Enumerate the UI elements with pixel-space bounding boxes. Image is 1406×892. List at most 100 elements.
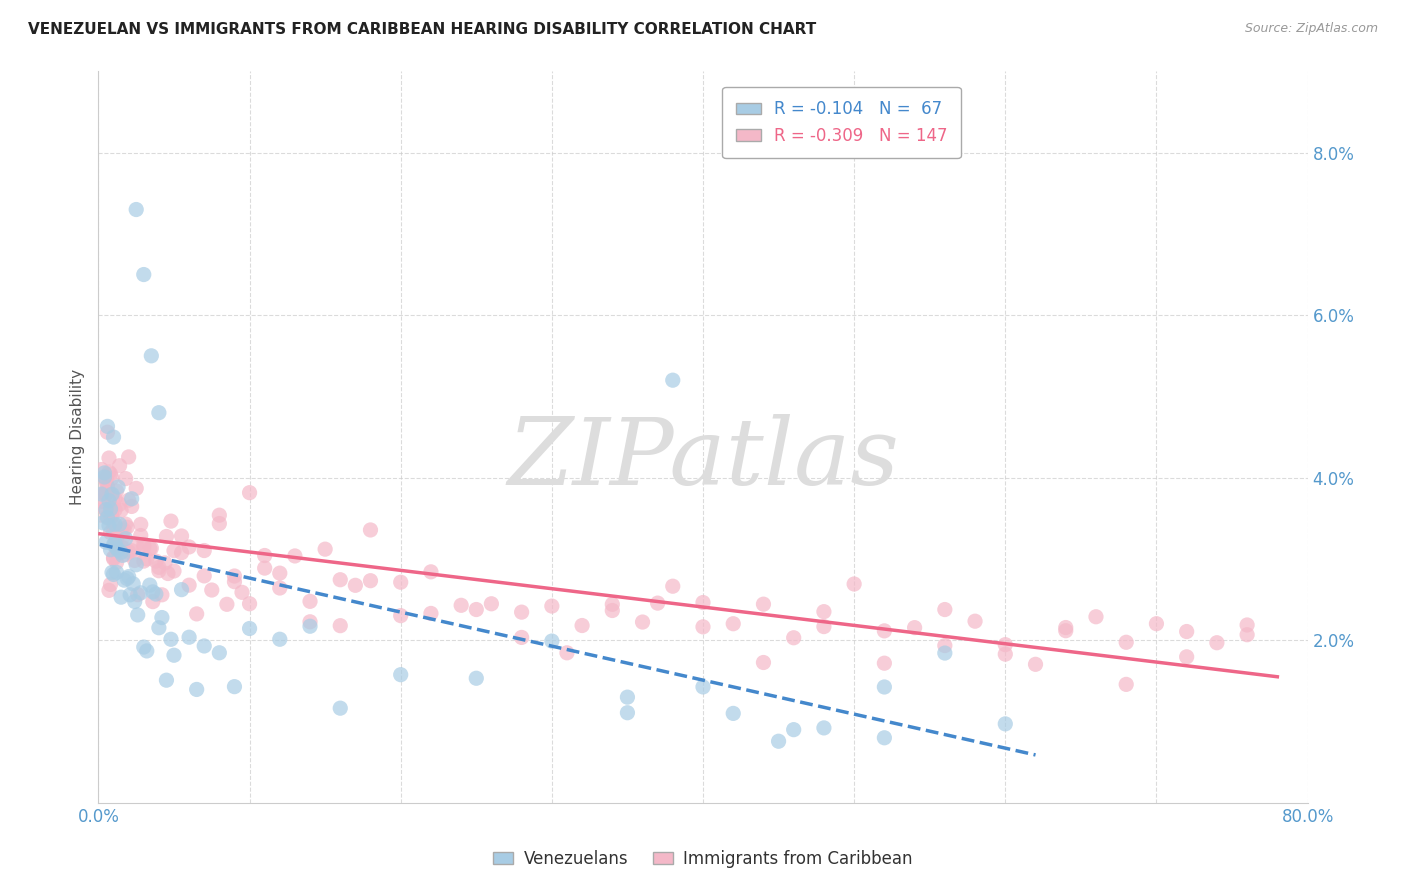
Point [179, 540, 201, 554]
Point [156, 566, 179, 581]
Point [103, 519, 125, 533]
Point [90, 462, 112, 476]
Point [98, 583, 121, 598]
Point [105, 532, 128, 546]
Point [100, 467, 122, 481]
Point [129, 517, 152, 532]
Point [121, 500, 143, 514]
Point [239, 485, 262, 500]
Point [108, 497, 131, 511]
Point [450, 599, 472, 613]
Point [103, 524, 125, 539]
Point [91, 494, 114, 508]
Point [105, 483, 128, 498]
Point [104, 491, 127, 506]
Point [208, 516, 231, 531]
Point [100, 525, 122, 540]
Point [127, 588, 149, 602]
Point [105, 566, 128, 580]
Point [186, 607, 208, 621]
Point [114, 532, 136, 546]
Point [193, 639, 215, 653]
Point [163, 543, 186, 558]
Point [208, 508, 231, 523]
Point [1175, 649, 1198, 664]
Point [111, 549, 134, 563]
Point [96, 510, 118, 524]
Point [465, 671, 488, 685]
Y-axis label: Hearing Disability: Hearing Disability [69, 369, 84, 505]
Point [107, 543, 129, 558]
Point [723, 706, 745, 721]
Point [125, 558, 148, 572]
Point [844, 577, 866, 591]
Point [115, 520, 138, 534]
Point [93, 466, 115, 480]
Point [114, 548, 136, 562]
Point [420, 607, 443, 621]
Point [768, 734, 790, 748]
Point [135, 644, 157, 658]
Point [98, 493, 121, 508]
Point [647, 596, 669, 610]
Point [96, 480, 118, 494]
Point [94, 474, 117, 488]
Point [98, 518, 121, 533]
Point [163, 648, 186, 663]
Point [783, 631, 806, 645]
Point [994, 647, 1017, 661]
Point [112, 523, 135, 537]
Text: ZIPatlas: ZIPatlas [508, 414, 898, 504]
Point [150, 610, 173, 624]
Point [111, 541, 134, 555]
Point [1115, 677, 1137, 691]
Point [148, 564, 170, 578]
Point [103, 550, 125, 565]
Point [602, 597, 624, 611]
Point [141, 541, 163, 556]
Point [103, 538, 125, 552]
Point [150, 588, 173, 602]
Point [101, 487, 124, 501]
Point [934, 639, 956, 653]
Point [1236, 618, 1258, 632]
Point [170, 582, 193, 597]
Point [873, 624, 896, 638]
Point [661, 579, 683, 593]
Point [105, 540, 128, 554]
Point [329, 701, 352, 715]
Point [132, 541, 155, 555]
Point [145, 554, 167, 568]
Point [148, 560, 170, 574]
Point [98, 450, 121, 465]
Point [193, 569, 215, 583]
Point [179, 630, 201, 644]
Point [170, 529, 193, 543]
Point [108, 517, 131, 532]
Point [160, 514, 183, 528]
Point [93, 486, 115, 500]
Point [420, 565, 443, 579]
Point [269, 566, 291, 581]
Point [1085, 609, 1108, 624]
Point [873, 680, 896, 694]
Point [101, 566, 124, 580]
Point [89, 495, 111, 509]
Point [360, 523, 382, 537]
Point [284, 549, 307, 563]
Point [360, 574, 382, 588]
Point [132, 640, 155, 654]
Point [94, 535, 117, 549]
Point [111, 532, 134, 546]
Point [904, 621, 927, 635]
Point [329, 618, 352, 632]
Point [299, 619, 322, 633]
Point [104, 502, 127, 516]
Point [160, 632, 183, 647]
Point [179, 578, 201, 592]
Point [201, 582, 224, 597]
Point [132, 537, 155, 551]
Point [389, 667, 412, 681]
Point [105, 541, 128, 555]
Point [132, 554, 155, 568]
